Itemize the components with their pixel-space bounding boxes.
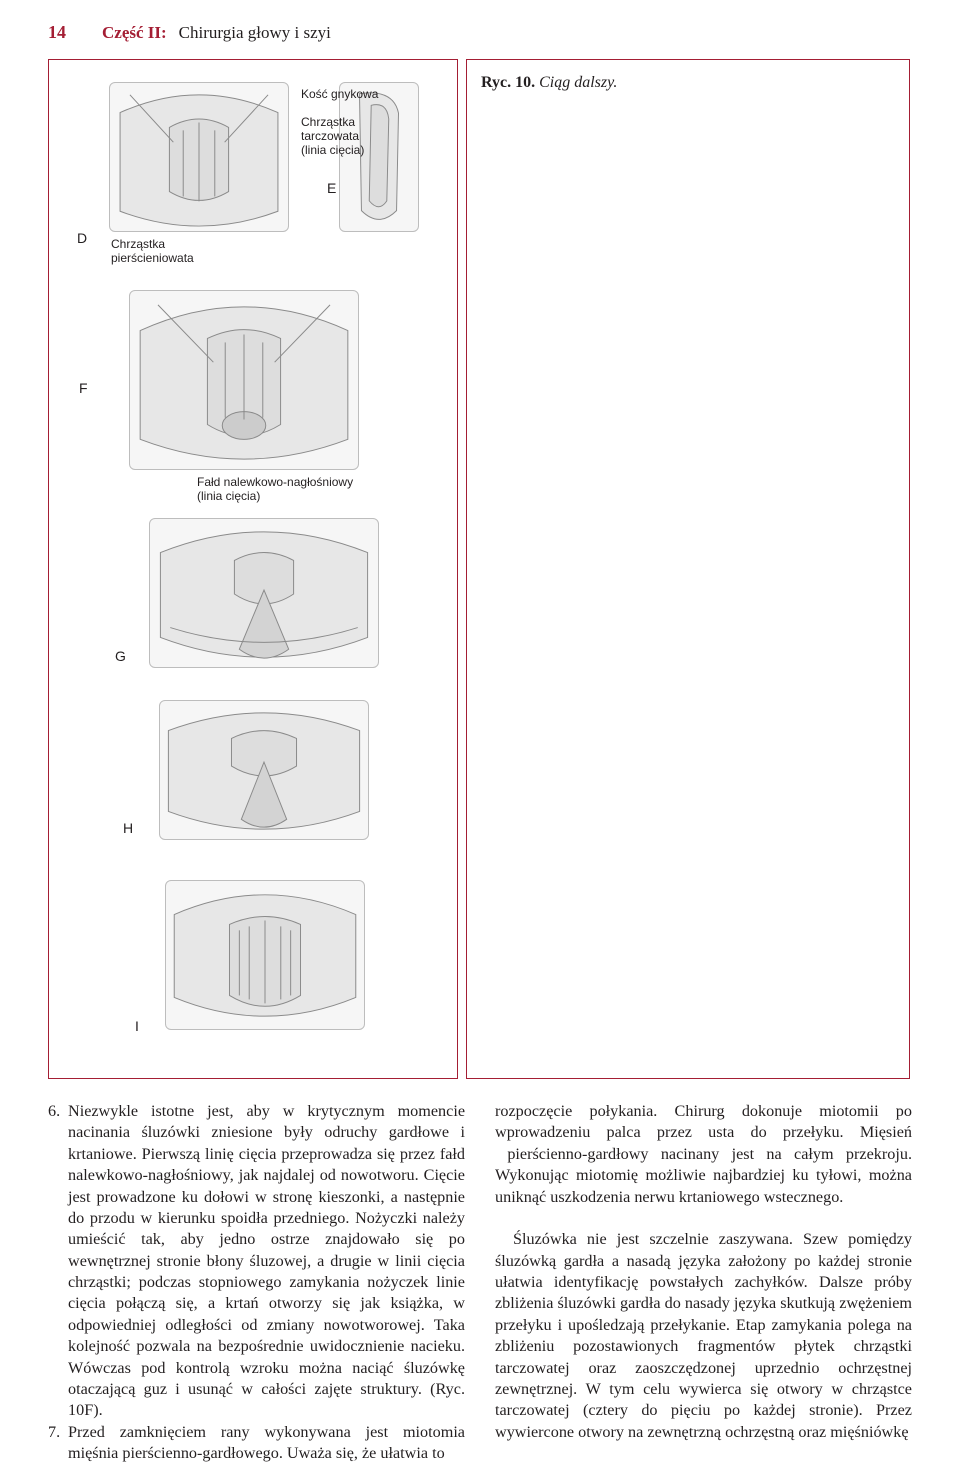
- figure-illustrations: D E Kość gnykowa Chrząstka tarczowata (l…: [49, 60, 457, 1078]
- figure-boxes: D E Kość gnykowa Chrząstka tarczowata (l…: [0, 43, 960, 1079]
- page-header: 14 Część II: Chirurgia głowy i szyi: [0, 0, 960, 43]
- para-2: Śluzówka nie jest szczelnie zaszywana. S…: [495, 1229, 912, 1443]
- illustration-i: [165, 880, 365, 1030]
- illustration-g: [149, 518, 379, 668]
- section-heading: Część II: Chirurgia głowy i szyi: [102, 23, 331, 43]
- anno-chrz-tarczowata: Chrząstka tarczowata (linia cięcia): [301, 116, 364, 157]
- body-text: 6. Niezwykle istotne jest, aby w krytycz…: [0, 1079, 960, 1464]
- list-item-6: 6. Niezwykle istotne jest, aby w krytycz…: [48, 1101, 465, 1422]
- panel-label-f: F: [79, 380, 88, 396]
- illustration-f: [129, 290, 359, 470]
- figure-continuation: Ciąg dalszy.: [539, 74, 617, 91]
- right-column: rozpoczęcie połykania. Chirurg dokonuje …: [495, 1101, 912, 1464]
- figure-number: Ryc. 10.: [481, 74, 535, 91]
- panel-label-e: E: [327, 180, 336, 196]
- para-continuation: rozpoczęcie połykania. Chirurg dokonuje …: [495, 1101, 912, 1208]
- anno-chrz-pierscieniowata: Chrząstka pierścieniowata: [111, 238, 194, 266]
- illustration-d: [109, 82, 289, 232]
- figure-panel-right: Ryc. 10. Ciąg dalszy.: [466, 59, 910, 1079]
- illustration-h: [159, 700, 369, 840]
- part-label: Część II:: [102, 23, 167, 42]
- figure-caption: Ryc. 10. Ciąg dalszy.: [481, 74, 895, 92]
- panel-label-d: D: [77, 230, 87, 246]
- part-title: Chirurgia głowy i szyi: [179, 23, 331, 42]
- anno-fald-nalewkowo: Fałd nalewkowo-nagłośniowy (linia cięcia…: [197, 476, 353, 504]
- item-number-7: 7.: [48, 1422, 68, 1464]
- item-text-6: Niezwykle istotne jest, aby w krytycznym…: [68, 1101, 465, 1422]
- list-item-7: 7. Przed zamknięciem rany wykonywana jes…: [48, 1422, 465, 1464]
- page-number: 14: [48, 22, 66, 43]
- item-number-6: 6.: [48, 1101, 68, 1422]
- figure-panel-left: D E Kość gnykowa Chrząstka tarczowata (l…: [48, 59, 458, 1079]
- panel-label-i: I: [135, 1018, 139, 1034]
- left-column: 6. Niezwykle istotne jest, aby w krytycz…: [48, 1101, 465, 1464]
- panel-label-h: H: [123, 820, 133, 836]
- item-text-7: Przed zamknięciem rany wykonywana jest m…: [68, 1422, 465, 1464]
- panel-label-g: G: [115, 648, 126, 664]
- anno-kosc-gnykowa: Kość gnykowa: [301, 88, 378, 102]
